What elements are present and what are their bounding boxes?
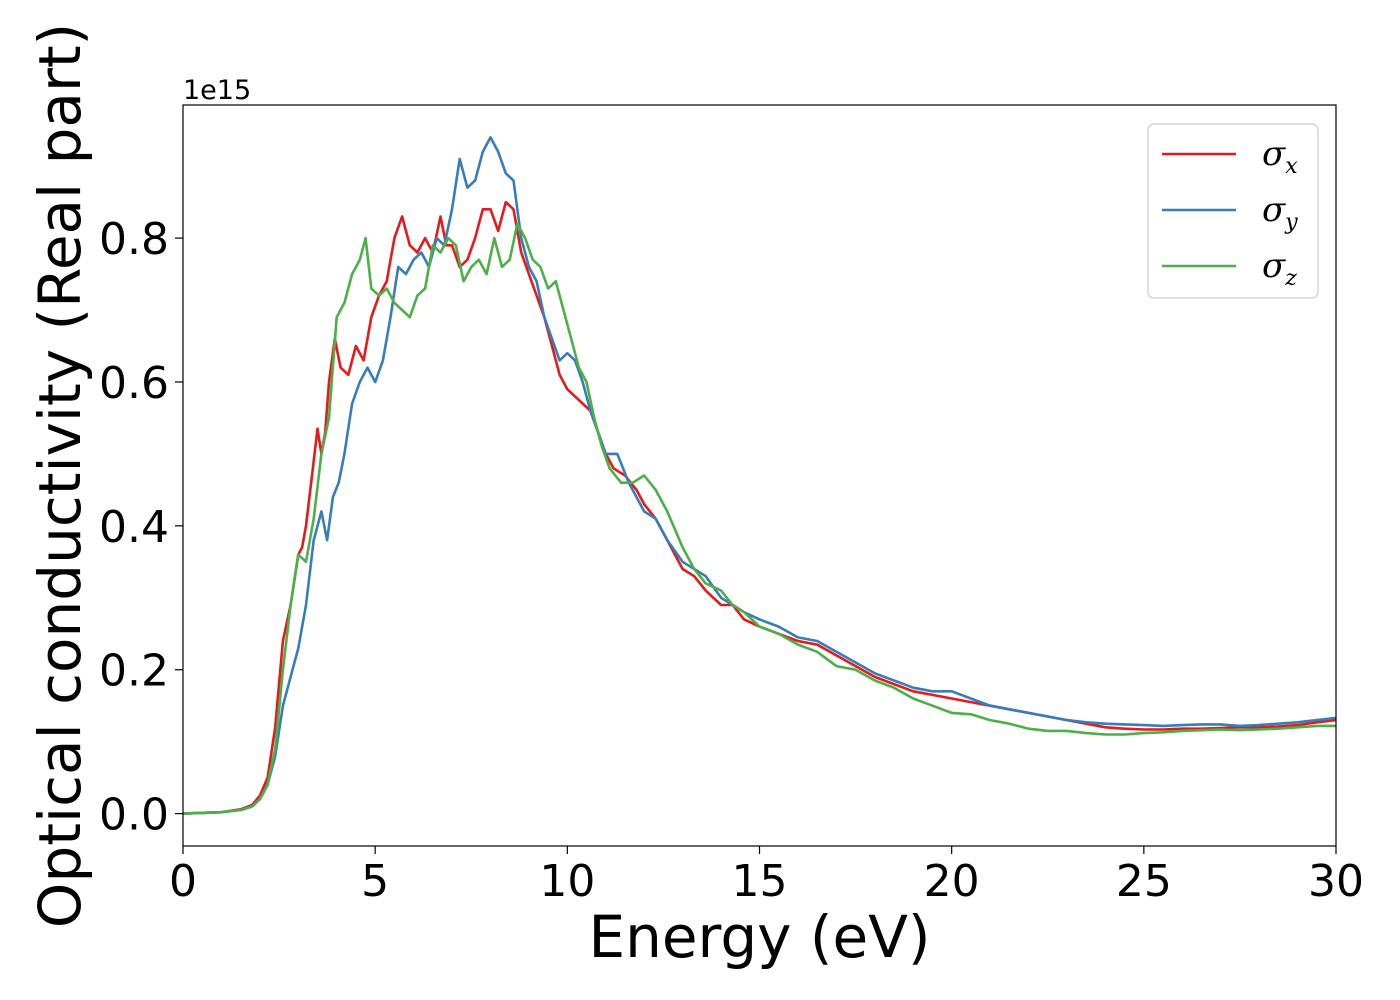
- legend-label-x: σx: [1262, 134, 1298, 179]
- x-tick-label: 10: [539, 856, 595, 907]
- y-offset-label: 1e15: [183, 75, 251, 106]
- x-tick-label: 25: [1116, 856, 1172, 907]
- y-tick-label: 0.8: [99, 214, 169, 265]
- x-axis-label: Energy (eV): [588, 903, 930, 971]
- series-line-y: [183, 136, 1336, 815]
- legend: σx σy σz: [1147, 123, 1319, 299]
- x-tick-label: 20: [924, 856, 980, 907]
- series-layer: [183, 136, 1336, 815]
- y-tick-label: 0.2: [99, 646, 169, 697]
- y-tick-label: 0.0: [99, 790, 169, 841]
- x-tick-label: 15: [732, 856, 788, 907]
- x-tick-label: 0: [169, 856, 197, 907]
- legend-label-z: σz: [1262, 246, 1297, 291]
- y-ticks: 0.0 0.2 0.4 0.6 0.8: [99, 214, 183, 841]
- series-line-z: [183, 222, 1336, 815]
- x-ticks: 0 5 10 15 20 25 30: [169, 846, 1364, 907]
- y-axis-label: Optical conductivity (Real part): [26, 23, 94, 928]
- x-tick-label: 5: [361, 856, 389, 907]
- x-tick-label: 30: [1308, 856, 1364, 907]
- y-tick-label: 0.4: [99, 502, 169, 553]
- plot-frame: [182, 104, 1337, 847]
- legend-label-y: σy: [1262, 190, 1298, 235]
- y-tick-label: 0.6: [99, 358, 169, 409]
